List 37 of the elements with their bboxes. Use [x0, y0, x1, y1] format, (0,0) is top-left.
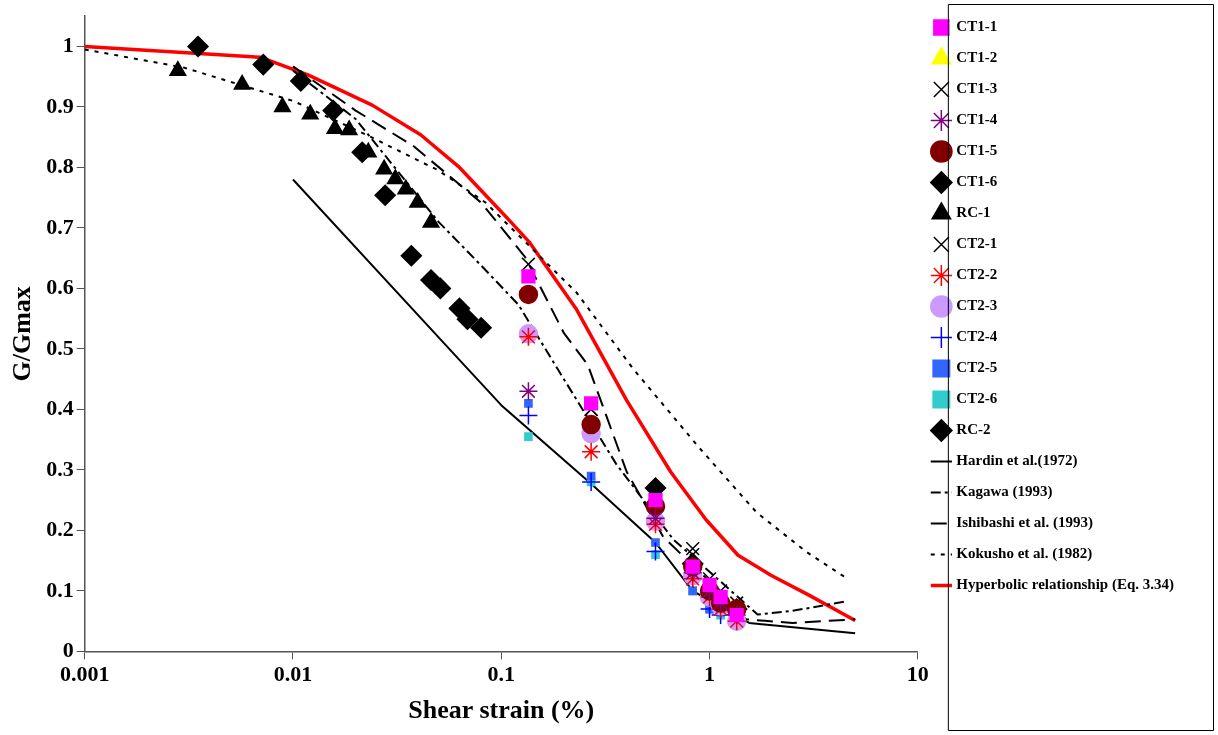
y-tick-label: 0.2: [46, 516, 74, 542]
legend-label: CT2-4: [956, 328, 998, 345]
x-tick-label: 1: [704, 661, 716, 687]
x-tick-label: 0.1: [487, 661, 516, 687]
y-tick-label: 0.1: [46, 576, 74, 602]
legend-label: CT2-3: [956, 297, 998, 314]
y-tick-label: 0.7: [46, 213, 74, 239]
legend-label: Kokusho et al. (1982): [956, 545, 1093, 563]
y-tick-label: 0: [62, 637, 74, 663]
y-tick-label: 0.5: [46, 334, 74, 360]
legend-label: CT1-5: [956, 142, 998, 159]
y-tick-label: 1: [62, 32, 74, 58]
y-tick-label: 0.6: [46, 274, 74, 300]
legend-label: Kagawa (1993): [956, 483, 1053, 501]
legend-label: CT2-1: [956, 235, 998, 252]
x-tick-label: 0.001: [59, 661, 110, 687]
y-tick-label: 0.4: [46, 395, 74, 421]
legend-label: CT2-2: [956, 266, 998, 283]
y-tick-label: 0.9: [46, 92, 74, 118]
x-axis-title: Shear strain (%): [408, 695, 595, 725]
legend-label: CT1-4: [956, 111, 998, 128]
legend-label: CT1-6: [956, 173, 998, 190]
y-axis-title: G/Gmax: [7, 286, 37, 382]
legend-label: CT1-3: [956, 80, 998, 97]
legend-label: CT1-1: [956, 18, 998, 35]
legend-label: RC-2: [956, 421, 991, 438]
y-tick-label: 0.3: [46, 455, 74, 481]
x-tick-label: 0.01: [273, 661, 313, 687]
legend-label: Hyperbolic relationship (Eq. 3.34): [956, 576, 1174, 594]
legend-label: CT2-6: [956, 390, 998, 407]
x-tick-label: 10: [906, 661, 929, 687]
legend-label: Hardin et al.(1972): [956, 452, 1078, 470]
legend-label: CT1-2: [956, 49, 998, 66]
y-tick-label: 0.8: [46, 153, 74, 179]
legend-label: Ishibashi et al. (1993): [956, 514, 1094, 532]
legend-label: CT2-5: [956, 359, 998, 376]
legend-label: RC-1: [956, 204, 991, 221]
